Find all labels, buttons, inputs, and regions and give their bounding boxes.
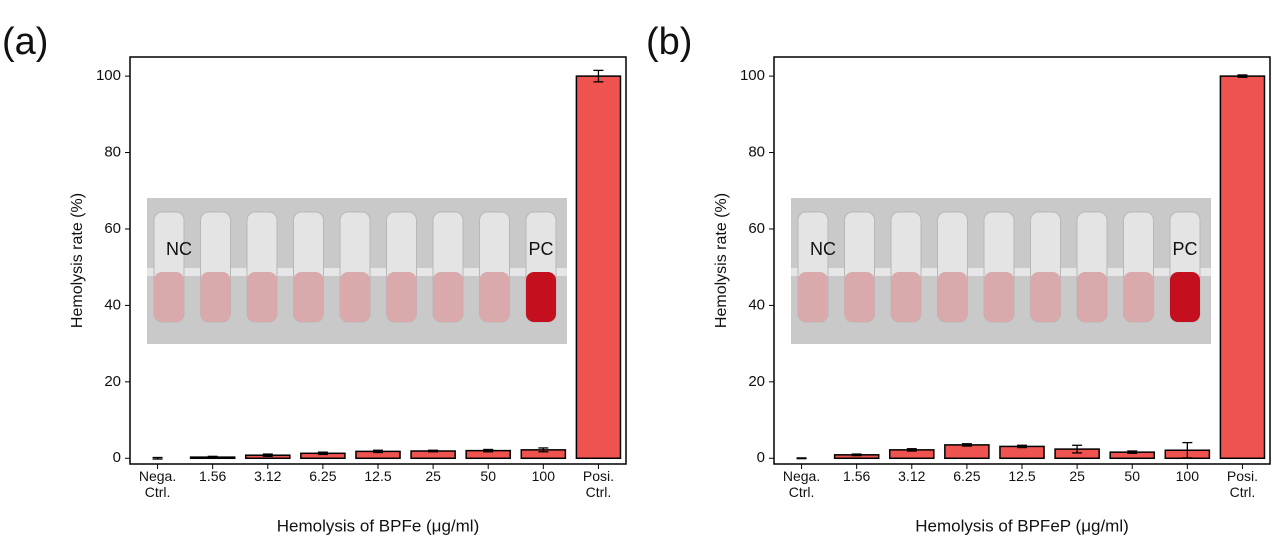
tube-liquid <box>340 272 370 322</box>
tube-liquid <box>844 272 875 322</box>
x-tick-label: Nega. Ctrl. <box>138 468 177 500</box>
y-tick-label: 60 <box>748 220 765 237</box>
y-tick-label: 100 <box>96 67 121 84</box>
error-bar <box>152 456 163 460</box>
plot-frame <box>773 56 1271 465</box>
plot-frame <box>129 56 627 465</box>
error-bar <box>373 449 383 454</box>
y-tick-label: 0 <box>757 449 765 466</box>
inset-label: NC <box>166 239 192 259</box>
y-tick-label: 0 <box>113 449 121 466</box>
y-tick-label: 60 <box>104 220 121 237</box>
inset-label: PC <box>528 239 553 259</box>
tube-liquid <box>479 272 510 322</box>
x-tick-label: 12.5 <box>1008 468 1036 484</box>
tube-liquid <box>1123 272 1154 322</box>
x-tick-label: 3.12 <box>254 468 282 484</box>
error-bar <box>593 69 604 83</box>
panel-label: (b) <box>646 21 692 63</box>
y-tick-label: 40 <box>104 296 121 313</box>
x-tick-label: Posi. Ctrl. <box>582 468 614 500</box>
error-bar <box>1237 74 1248 78</box>
y-axis-title: Hemolysis rate (%) <box>713 193 730 328</box>
tube-liquid <box>293 272 324 322</box>
error-bar <box>796 457 807 460</box>
x-tick-label: 6.25 <box>309 468 337 484</box>
x-tick-label: 25 <box>425 468 441 484</box>
tube-liquid <box>433 272 463 322</box>
x-tick-label: 12.5 <box>364 468 392 484</box>
tube-liquid <box>154 272 184 322</box>
error-bar <box>483 448 494 453</box>
y-tick-label: 20 <box>104 373 121 390</box>
error-bar <box>906 448 917 452</box>
x-tick-label: 50 <box>1124 468 1140 484</box>
error-bar <box>961 443 972 447</box>
x-tick-label: 6.25 <box>953 468 981 484</box>
x-axis-title: Hemolysis of BPFeP (μg/ml) <box>915 516 1129 535</box>
error-bar <box>207 455 218 459</box>
tube-liquid <box>891 272 921 322</box>
x-tick-label: 3.12 <box>898 468 926 484</box>
error-bar <box>317 451 328 456</box>
x-tick-label: 50 <box>480 468 496 484</box>
tube-liquid <box>386 272 417 322</box>
tube-liquid <box>1030 272 1061 322</box>
y-tick-label: 100 <box>740 67 765 84</box>
tube-liquid <box>1170 272 1200 322</box>
x-tick-label: 25 <box>1069 468 1085 484</box>
y-tick-label: 80 <box>104 144 121 161</box>
y-tick-label: 80 <box>748 144 765 161</box>
error-bar <box>851 453 862 457</box>
x-tick-label: Nega. Ctrl. <box>782 468 821 500</box>
bar <box>575 75 622 460</box>
error-bar <box>428 449 439 453</box>
x-axis-title: Hemolysis of BPFe (μg/ml) <box>277 516 480 535</box>
tube-liquid <box>937 272 968 322</box>
y-axis-title: Hemolysis rate (%) <box>69 193 86 328</box>
bar <box>1219 75 1266 460</box>
error-bar <box>1127 450 1138 454</box>
error-bar <box>538 447 549 453</box>
tube-liquid <box>526 272 556 322</box>
tube-liquid <box>247 272 277 322</box>
x-tick-label: 100 <box>531 468 555 484</box>
x-tick-label: 1.56 <box>199 468 227 484</box>
inset-label: PC <box>1172 239 1197 259</box>
error-bar <box>1017 444 1027 449</box>
bar <box>944 444 990 460</box>
x-tick-label: 1.56 <box>843 468 871 484</box>
y-tick-label: 40 <box>748 296 765 313</box>
tube-liquid <box>798 272 828 322</box>
tube-liquid <box>984 272 1014 322</box>
x-tick-label: Posi. Ctrl. <box>1226 468 1258 500</box>
tube-liquid <box>1077 272 1107 322</box>
panel-label: (a) <box>2 21 48 63</box>
y-tick-label: 20 <box>748 373 765 390</box>
x-tick-label: 100 <box>1175 468 1199 484</box>
inset-label: NC <box>810 239 836 259</box>
error-bar <box>262 453 273 458</box>
error-bar <box>1072 444 1083 454</box>
error-bar <box>1182 441 1193 459</box>
tube-liquid <box>200 272 231 322</box>
